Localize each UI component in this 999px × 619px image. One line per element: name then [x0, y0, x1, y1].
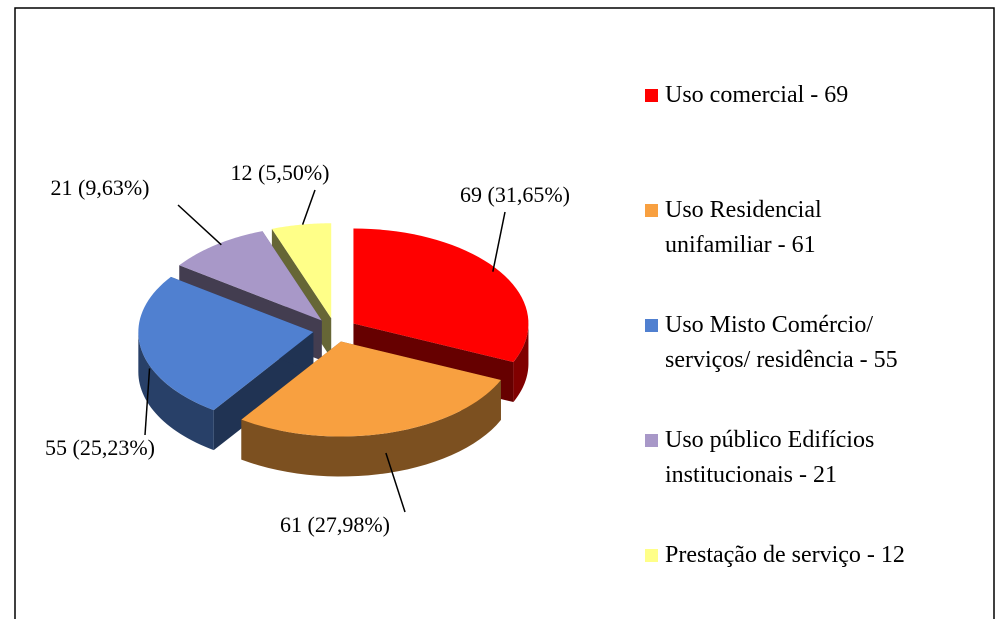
- leader-line: [492, 211, 506, 272]
- data-label: 55 (25,23%): [45, 435, 155, 460]
- legend-label: Uso Residencial unifamiliar - 61: [665, 197, 822, 258]
- legend-item: Uso Residencial unifamiliar - 61: [645, 193, 945, 263]
- legend-swatch: [645, 549, 658, 562]
- data-label: 21 (9,63%): [51, 175, 150, 200]
- leader-line: [385, 452, 406, 513]
- slice: [241, 341, 501, 437]
- legend-swatch: [645, 204, 658, 217]
- slice: [353, 228, 529, 363]
- slice-side: [513, 323, 529, 403]
- leader-line: [301, 189, 316, 225]
- legend-item: Uso público Edifícios institucionais - 2…: [645, 423, 945, 493]
- legend-item: Uso Misto Comércio/ serviços/ residência…: [645, 308, 945, 378]
- leader-line: [177, 204, 222, 246]
- legend-label: Uso Misto Comércio/ serviços/ residência…: [665, 312, 898, 373]
- legend-item: Prestação de serviço - 12: [645, 538, 945, 573]
- data-label: 69 (31,65%): [460, 182, 570, 207]
- chart-border: [14, 7, 995, 619]
- legend-label: Prestação de serviço - 12: [665, 542, 905, 568]
- leader-line: [144, 368, 151, 436]
- legend-item: Uso comercial - 69: [645, 78, 945, 113]
- slice-side: [138, 332, 214, 451]
- legend-label: Uso comercial - 69: [665, 82, 849, 108]
- data-label: 12 (5,50%): [231, 160, 330, 185]
- data-label: 61 (27,98%): [280, 512, 390, 537]
- slice: [179, 231, 322, 321]
- slice: [271, 223, 332, 319]
- legend-swatch: [645, 319, 658, 332]
- legend-swatch: [645, 89, 658, 102]
- slice-side: [241, 380, 501, 477]
- slice: [138, 276, 314, 411]
- legend-swatch: [645, 434, 658, 447]
- legend-label: Uso público Edifícios institucionais - 2…: [665, 427, 875, 488]
